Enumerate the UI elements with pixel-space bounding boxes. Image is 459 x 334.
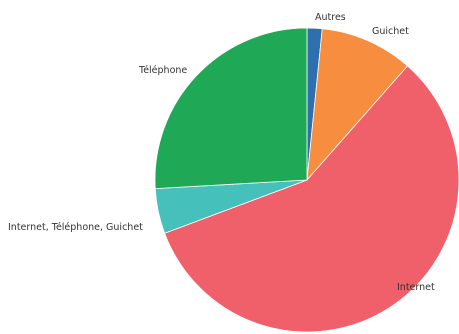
slice-label-internet: Internet xyxy=(397,282,435,293)
pie-slices xyxy=(154,27,459,333)
pie-slice-internet xyxy=(164,65,459,333)
pie-slice-telephone xyxy=(154,27,308,190)
slice-label-telephone: Téléphone xyxy=(138,65,187,76)
slice-label-autres: Autres xyxy=(315,12,346,23)
slice-label-guichet: Guichet xyxy=(372,26,409,37)
pie-slice-guichet xyxy=(306,28,409,182)
slice-label-internet-telephone-guichet: Internet, Téléphone, Guichet xyxy=(8,222,143,233)
slice-labels: Autres Guichet Internet Internet, Téléph… xyxy=(8,12,435,293)
